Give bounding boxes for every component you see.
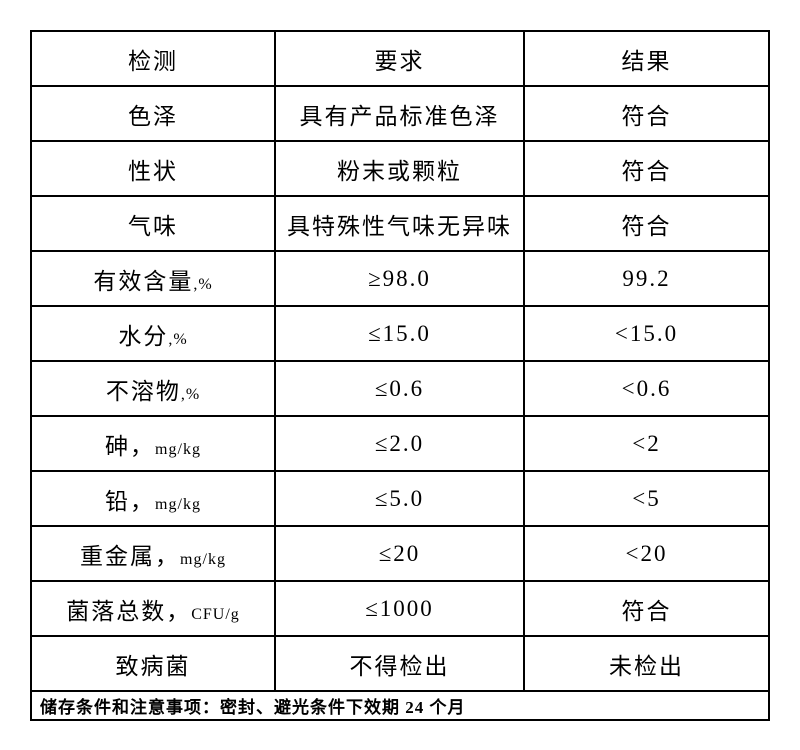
requirement-cell: 不得检出 <box>274 635 525 692</box>
test-unit: ,% <box>180 385 201 403</box>
result-cell: 99.2 <box>523 250 770 307</box>
result-cell: <20 <box>523 525 770 582</box>
test-name-cell: 气味 <box>30 195 276 252</box>
test-name-cell: 有效含量,% <box>30 250 276 307</box>
test-name: 菌落总数， <box>66 598 192 624</box>
table-row: 砷，mg/kg ≤2.0 <2 <box>30 415 770 472</box>
test-name: 致病菌 <box>115 653 191 679</box>
test-name-cell: 菌落总数，CFU/g <box>30 580 276 637</box>
test-name: 气味 <box>128 213 178 239</box>
table-row: 性状 粉末或颗粒 符合 <box>30 140 770 197</box>
test-unit: CFU/g <box>191 605 240 623</box>
table-row: 不溶物,% ≤0.6 <0.6 <box>30 360 770 417</box>
result-cell: 符合 <box>523 195 770 252</box>
table-row: 有效含量,% ≥98.0 99.2 <box>30 250 770 307</box>
table-header-row: 检测 要求 结果 <box>30 30 770 87</box>
requirement-cell: ≥98.0 <box>274 250 525 307</box>
result-cell: 符合 <box>523 140 770 197</box>
table-row: 铅，mg/kg ≤5.0 <5 <box>30 470 770 527</box>
requirement-cell: ≤0.6 <box>274 360 525 417</box>
requirement-cell: ≤5.0 <box>274 470 525 527</box>
test-unit: ,% <box>193 275 213 293</box>
test-name: 不溶物 <box>105 378 181 404</box>
test-unit: ,% <box>168 330 188 348</box>
table-row: 重金属，mg/kg ≤20 <20 <box>30 525 770 582</box>
header-test: 检测 <box>30 30 276 87</box>
test-name: 色泽 <box>128 103 178 129</box>
test-name-cell: 水分,% <box>30 305 276 362</box>
result-cell: 未检出 <box>523 635 770 692</box>
test-name-cell: 致病菌 <box>30 635 276 692</box>
test-name-cell: 重金属，mg/kg <box>30 525 276 582</box>
header-result: 结果 <box>523 30 770 87</box>
test-name-cell: 砷，mg/kg <box>30 415 276 472</box>
header-requirement: 要求 <box>274 30 525 87</box>
test-unit: mg/kg <box>155 495 201 513</box>
test-unit: mg/kg <box>155 440 201 458</box>
table-row: 色泽 具有产品标准色泽 符合 <box>30 85 770 142</box>
test-name: 有效含量 <box>93 268 194 294</box>
test-name-cell: 铅，mg/kg <box>30 470 276 527</box>
test-name-cell: 性状 <box>30 140 276 197</box>
requirement-cell: ≤1000 <box>274 580 525 637</box>
test-name: 性状 <box>128 158 178 184</box>
result-cell: <5 <box>523 470 770 527</box>
result-cell: 符合 <box>523 85 770 142</box>
test-name: 铅， <box>105 488 156 514</box>
table-row: 菌落总数，CFU/g ≤1000 符合 <box>30 580 770 637</box>
table-row: 致病菌 不得检出 未检出 <box>30 635 770 692</box>
test-name: 水分 <box>118 323 169 349</box>
test-unit: mg/kg <box>180 550 226 568</box>
result-cell: 符合 <box>523 580 770 637</box>
result-cell: <2 <box>523 415 770 472</box>
storage-note: 储存条件和注意事项：密封、避光条件下效期 24 个月 <box>30 690 770 721</box>
table-footer-row: 储存条件和注意事项：密封、避光条件下效期 24 个月 <box>30 690 770 721</box>
test-name-cell: 色泽 <box>30 85 276 142</box>
requirement-cell: ≤20 <box>274 525 525 582</box>
test-name-cell: 不溶物,% <box>30 360 276 417</box>
result-cell: <15.0 <box>523 305 770 362</box>
requirement-cell: ≤2.0 <box>274 415 525 472</box>
result-cell: <0.6 <box>523 360 770 417</box>
requirement-cell: 具特殊性气味无异味 <box>274 195 525 252</box>
requirement-cell: ≤15.0 <box>274 305 525 362</box>
inspection-table: 检测 要求 结果 色泽 具有产品标准色泽 符合 性状 粉末或颗粒 符合 气味 具… <box>30 30 770 721</box>
test-name: 重金属， <box>80 543 181 569</box>
table-row: 水分,% ≤15.0 <15.0 <box>30 305 770 362</box>
table-row: 气味 具特殊性气味无异味 符合 <box>30 195 770 252</box>
requirement-cell: 粉末或颗粒 <box>274 140 525 197</box>
test-name: 砷， <box>105 433 156 459</box>
requirement-cell: 具有产品标准色泽 <box>274 85 525 142</box>
